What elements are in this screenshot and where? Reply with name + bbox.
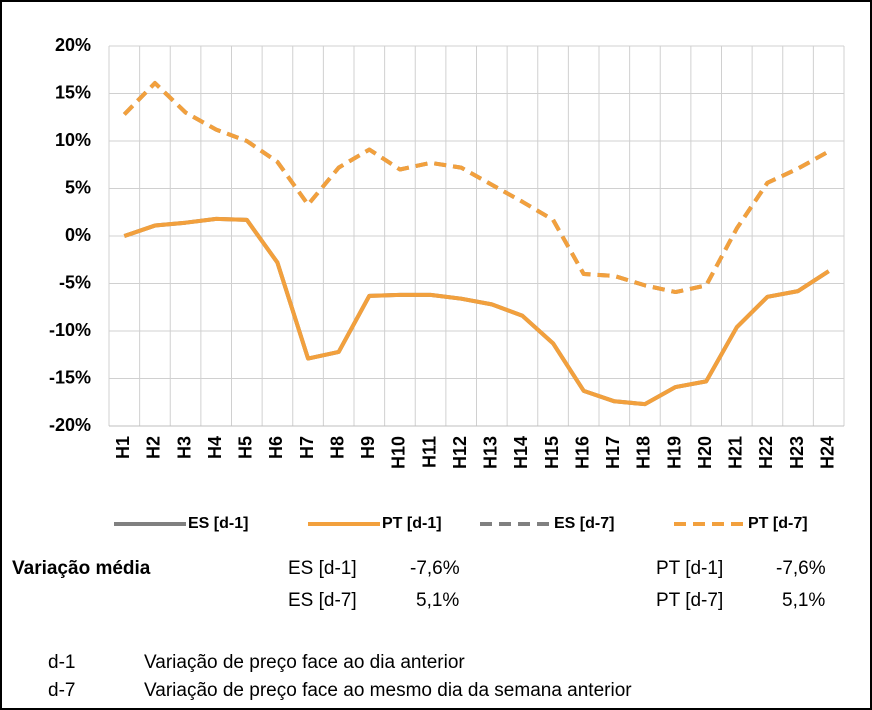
x-tick-label: H7 bbox=[297, 436, 317, 459]
summary-value: -7,6% bbox=[410, 558, 460, 579]
x-tick-label: H20 bbox=[695, 436, 715, 469]
summary-title: Variação média bbox=[12, 558, 151, 579]
x-tick-label: H23 bbox=[787, 436, 807, 469]
footnote-text: Variação de preço face ao mesmo dia da s… bbox=[144, 680, 632, 701]
summary-value: 5,1% bbox=[416, 590, 460, 611]
x-tick-label: H6 bbox=[266, 436, 286, 459]
x-tick-label: H18 bbox=[634, 436, 654, 469]
chart: -20% -15% -10% -5% 0% 5% 10% 15% 20% H1 H2 H3 H4 H5 H6… bbox=[49, 35, 845, 532]
summary-label: PT [d-7] bbox=[656, 590, 724, 611]
y-tick-label: -10% bbox=[49, 320, 91, 340]
legend-label: ES [d-7] bbox=[554, 515, 614, 532]
summary-value: 5,1% bbox=[782, 590, 826, 611]
x-tick-label: H5 bbox=[236, 436, 256, 459]
x-tick-label: H16 bbox=[572, 436, 592, 469]
x-tick-label: H22 bbox=[756, 436, 776, 469]
y-tick-label: -5% bbox=[59, 272, 91, 292]
legend-label: PT [d-7] bbox=[748, 515, 808, 532]
summary-value: -7,6% bbox=[776, 558, 826, 579]
summary-label: PT [d-1] bbox=[656, 558, 724, 579]
x-tick-label: H12 bbox=[450, 436, 470, 469]
x-tick-label: H4 bbox=[205, 436, 225, 459]
footnote-code: d-7 bbox=[48, 680, 76, 701]
summary-label: ES [d-7] bbox=[288, 590, 357, 611]
x-tick-label: H14 bbox=[511, 436, 531, 469]
x-tick-label: H8 bbox=[327, 436, 347, 459]
x-tick-label: H1 bbox=[113, 436, 133, 459]
x-tick-label: H13 bbox=[481, 436, 501, 469]
x-tick-label: H15 bbox=[542, 436, 562, 469]
y-tick-label: 15% bbox=[55, 82, 91, 102]
y-tick-label: 0% bbox=[65, 225, 91, 245]
y-tick-label: 10% bbox=[55, 130, 91, 150]
x-tick-label: H24 bbox=[817, 436, 837, 469]
x-tick-label: H21 bbox=[726, 436, 746, 469]
y-tick-label: -20% bbox=[49, 415, 91, 435]
series-line bbox=[123, 216, 830, 407]
footnote-code: d-1 bbox=[48, 652, 76, 673]
summary-label: ES [d-1] bbox=[288, 558, 357, 579]
x-tick-label: H19 bbox=[664, 436, 684, 469]
x-tick-label: H3 bbox=[174, 436, 194, 459]
x-tick-label: H10 bbox=[389, 436, 409, 469]
x-tick-label: H11 bbox=[419, 436, 439, 468]
x-tick-label: H2 bbox=[144, 436, 164, 459]
y-tick-label: 20% bbox=[55, 35, 91, 55]
legend-label: PT [d-1] bbox=[382, 515, 442, 532]
footnote-text: Variação de preço face ao dia anterior bbox=[144, 652, 465, 673]
series-line bbox=[122, 81, 830, 295]
x-tick-label: H9 bbox=[358, 436, 378, 459]
legend-label: ES [d-1] bbox=[188, 515, 248, 532]
y-tick-label: -15% bbox=[49, 367, 91, 387]
x-tick-label: H17 bbox=[603, 436, 623, 469]
y-tick-label: 5% bbox=[65, 177, 91, 197]
